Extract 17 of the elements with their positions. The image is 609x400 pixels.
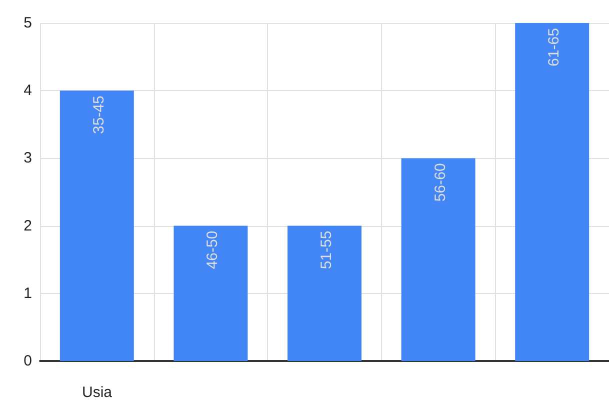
x-axis-title: Usia	[82, 384, 113, 400]
y-tick-label: 2	[24, 217, 32, 234]
y-tick-label: 1	[24, 284, 32, 302]
x-tick-label: 51-55	[318, 230, 335, 270]
x-tick-label: 61-65	[546, 28, 563, 66]
y-tick-label: 4	[24, 82, 32, 100]
bar	[288, 226, 362, 361]
bar	[60, 90, 134, 361]
bar	[174, 226, 248, 361]
y-tick-label: 5	[24, 14, 32, 32]
x-tick-label: 56-60	[432, 163, 449, 202]
bar	[515, 23, 590, 361]
x-tick-label: 35-45	[90, 96, 108, 134]
y-tick-label: 3	[24, 150, 32, 167]
x-tick-label: 46-50	[204, 230, 222, 270]
bar	[401, 158, 476, 361]
y-tick-label: 0	[24, 352, 32, 370]
